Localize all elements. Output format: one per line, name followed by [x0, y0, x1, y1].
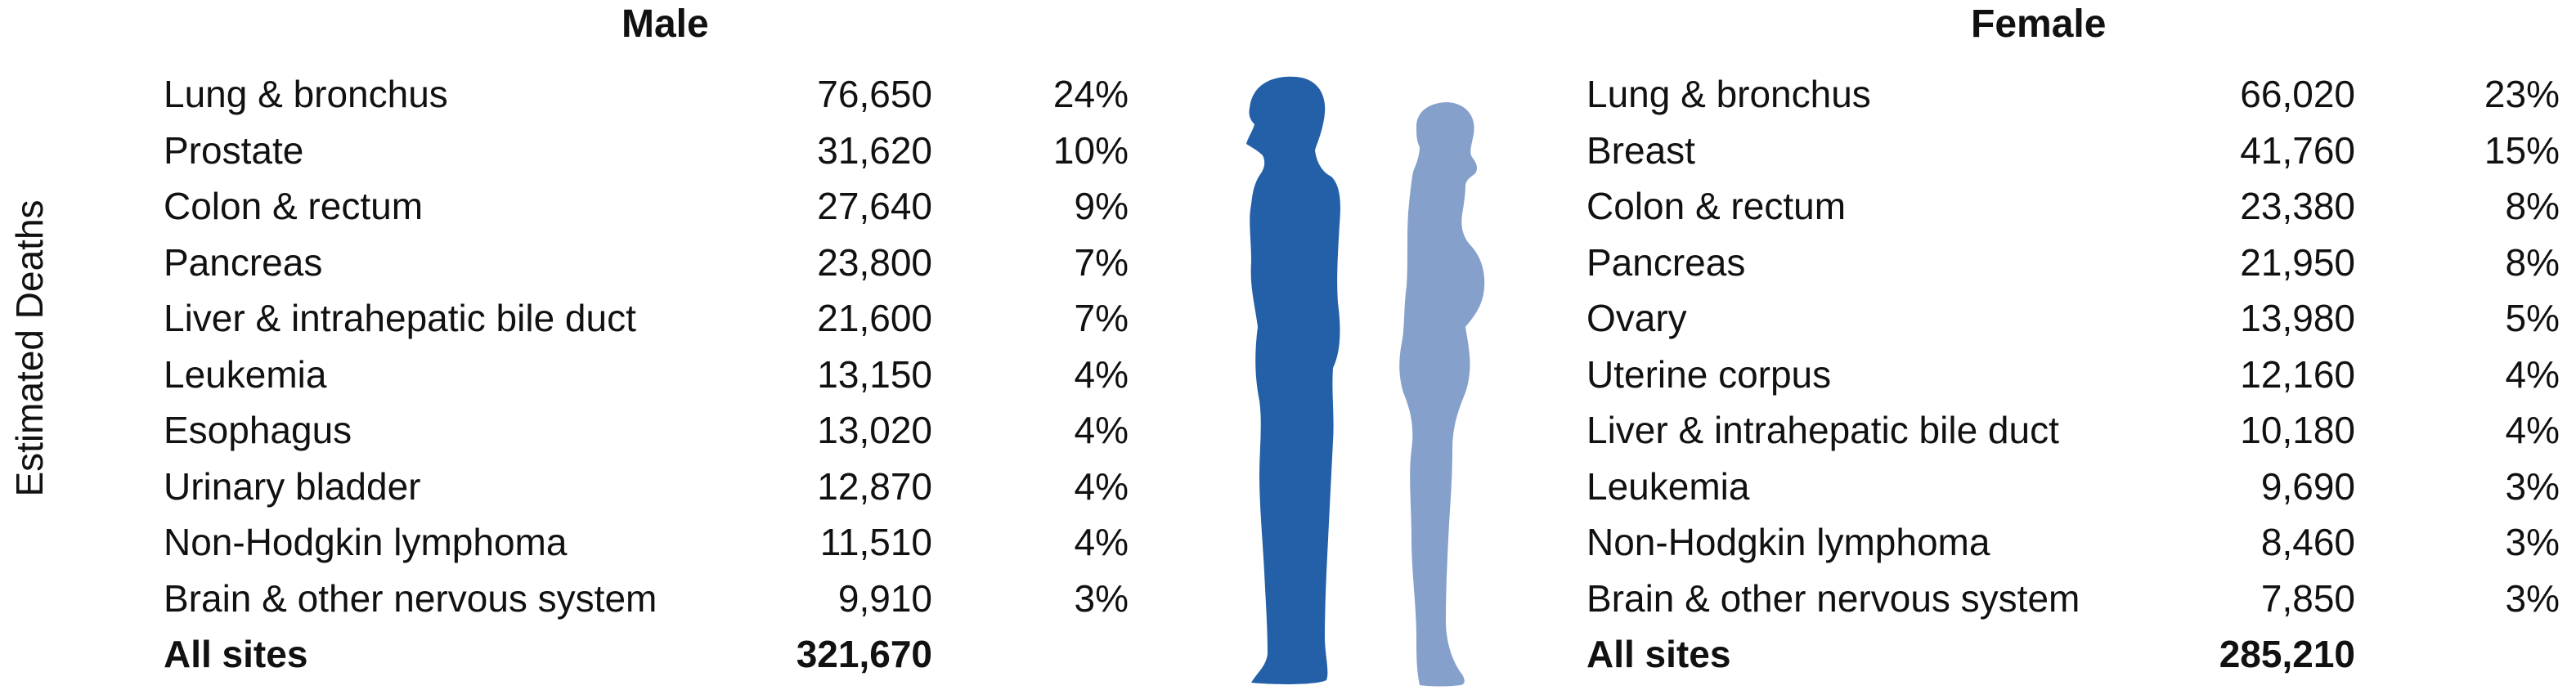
death-percent: 15% [2484, 128, 2560, 172]
death-percent: 3% [1074, 576, 1129, 620]
male-total-row: All sites 321,670 [164, 632, 1129, 688]
total-count: 321,670 [796, 633, 932, 675]
figures-illustration [1246, 76, 1485, 687]
total-label: All sites [164, 633, 308, 675]
site-name: Brain & other nervous system [1586, 576, 2080, 620]
female-row: Non-Hodgkin lymphoma 8,460 3% [1586, 520, 2560, 576]
site-name: Pancreas [164, 240, 323, 284]
female-row: Liver & intrahepatic bile duct 10,180 4% [1586, 408, 2560, 464]
death-percent: 4% [2505, 409, 2560, 451]
male-row: Pancreas 23,800 7% [164, 240, 1129, 297]
female-row: Pancreas 21,950 8% [1586, 240, 2560, 297]
female-row: Breast 41,760 15% [1586, 128, 2560, 185]
death-count: 23,800 [817, 240, 932, 284]
site-name: Pancreas [1586, 240, 1746, 284]
death-count: 7,850 [2260, 576, 2355, 620]
male-row: Liver & intrahepatic bile duct 21,600 7% [164, 296, 1129, 352]
death-count: 76,650 [817, 73, 932, 115]
death-percent: 3% [2505, 464, 2560, 508]
death-count: 21,950 [2240, 240, 2355, 284]
male-row: Prostate 31,620 10% [164, 128, 1129, 185]
female-row: Ovary 13,980 5% [1586, 296, 2560, 352]
site-name: Brain & other nervous system [164, 576, 657, 620]
male-row: Urinary bladder 12,870 4% [164, 464, 1129, 521]
death-percent: 3% [2505, 521, 2560, 563]
death-count: 12,870 [817, 464, 932, 508]
female-title: Female [1971, 2, 2107, 46]
death-percent: 5% [2505, 297, 2560, 339]
site-name: Esophagus [164, 409, 352, 451]
death-percent: 8% [2505, 185, 2560, 227]
female-rows: Lung & bronchus 66,020 23% Breast 41,760 15%… [1586, 72, 2560, 688]
death-percent: 24% [1052, 73, 1129, 115]
male-row: Non-Hodgkin lymphoma 11,510 4% [164, 520, 1129, 576]
male-row: Colon & rectum 27,640 9% [164, 184, 1129, 240]
site-name: Liver & intrahepatic bile duct [164, 297, 636, 339]
death-percent: 7% [1074, 297, 1129, 339]
death-count: 27,640 [817, 185, 932, 227]
site-name: Lung & bronchus [1586, 73, 1871, 115]
site-name: Non-Hodgkin lymphoma [164, 521, 568, 563]
female-row: Brain & other nervous system 7,850 3% [1586, 576, 2560, 633]
death-count: 8,460 [2260, 521, 2355, 563]
male-title: Male [622, 2, 709, 46]
death-percent: 8% [2505, 240, 2560, 284]
female-silhouette-icon [1399, 102, 1485, 687]
site-name: Ovary [1586, 297, 1687, 339]
total-count: 285,210 [2219, 633, 2355, 675]
site-name: Colon & rectum [1586, 185, 1847, 227]
male-row: Brain & other nervous system 9,910 3% [164, 576, 1129, 633]
death-percent: 3% [2505, 576, 2560, 620]
death-count: 13,980 [2240, 297, 2355, 339]
death-count: 23,380 [2240, 185, 2355, 227]
death-count: 41,760 [2240, 128, 2355, 172]
site-name: Uterine corpus [1586, 352, 1832, 396]
death-percent: 4% [1074, 521, 1129, 563]
death-percent: 9% [1074, 185, 1129, 227]
death-count: 9,690 [2260, 464, 2355, 508]
female-total-row: All sites 285,210 [1586, 632, 2560, 688]
male-row: Esophagus 13,020 4% [164, 408, 1129, 464]
death-percent: 23% [2484, 73, 2560, 115]
site-name: Prostate [164, 128, 304, 172]
site-name: Leukemia [1586, 464, 1750, 508]
female-row: Colon & rectum 23,380 8% [1586, 184, 2560, 240]
male-rows: Lung & bronchus 76,650 24% Prostate 31,620 1… [164, 72, 1129, 688]
death-count: 21,600 [817, 297, 932, 339]
death-count: 66,020 [2240, 73, 2355, 115]
female-row: Uterine corpus 12,160 4% [1586, 352, 2560, 409]
site-name: Colon & rectum [164, 185, 424, 227]
death-count: 11,510 [819, 521, 932, 563]
female-row: Lung & bronchus 66,020 23% [1586, 72, 2560, 128]
site-name: Lung & bronchus [164, 73, 448, 115]
death-count: 31,620 [817, 128, 932, 172]
death-percent: 7% [1074, 240, 1129, 284]
figures [1202, 65, 1529, 695]
female-row: Leukemia 9,690 3% [1586, 464, 2560, 521]
death-percent: 4% [1074, 409, 1129, 451]
total-label: All sites [1586, 633, 1731, 675]
death-count: 13,020 [817, 409, 932, 451]
male-row: Lung & bronchus 76,650 24% [164, 72, 1129, 128]
site-name: Non-Hodgkin lymphoma [1586, 521, 1990, 563]
death-count: 13,150 [817, 352, 932, 396]
male-silhouette-icon [1246, 76, 1340, 684]
death-count: 9,910 [837, 576, 932, 620]
site-name: Leukemia [164, 352, 327, 396]
y-axis-label: Estimated Deaths [8, 199, 51, 497]
site-name: Breast [1586, 128, 1695, 172]
death-percent: 4% [1074, 464, 1129, 508]
death-count: 12,160 [2240, 352, 2355, 396]
site-name: Liver & intrahepatic bile duct [1586, 409, 2059, 451]
site-name: Urinary bladder [164, 464, 421, 508]
death-percent: 4% [1074, 352, 1129, 396]
death-percent: 4% [2505, 352, 2560, 396]
death-count: 10,180 [2240, 409, 2355, 451]
male-row: Leukemia 13,150 4% [164, 352, 1129, 409]
death-percent: 10% [1052, 128, 1129, 172]
